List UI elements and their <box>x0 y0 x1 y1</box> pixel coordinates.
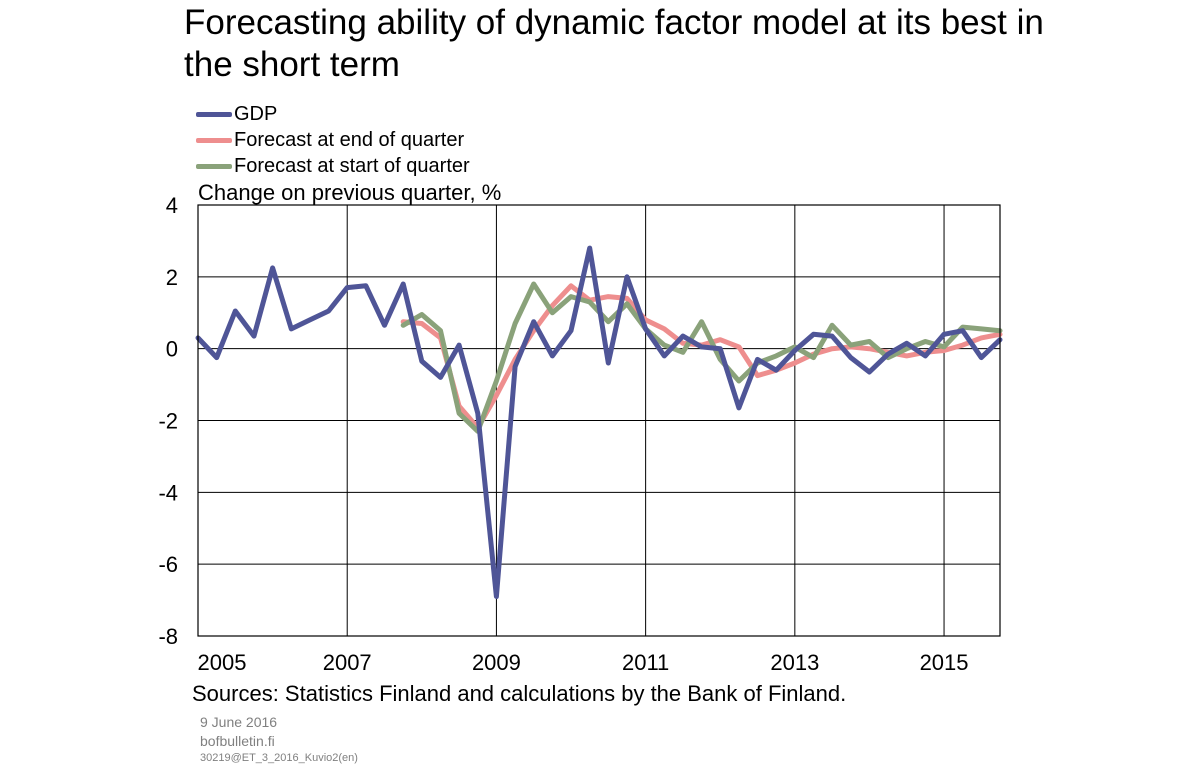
x-tick-label: 2013 <box>770 650 819 675</box>
y-tick-label: -8 <box>158 624 178 649</box>
legend-item-gdp: GDP <box>196 101 470 127</box>
legend-label-forecast-end: Forecast at end of quarter <box>234 128 465 151</box>
legend-swatch-gdp <box>196 111 232 117</box>
publication-date: 9 June 2016 <box>200 714 278 730</box>
x-tick-label: 2007 <box>323 650 372 675</box>
chart-legend: GDP Forecast at end of quarter Forecast … <box>196 101 470 179</box>
y-axis-unit-label: Change on previous quarter, % <box>198 180 502 205</box>
plot-frame <box>197 204 1001 637</box>
chart-title: Forecasting ability of dynamic factor mo… <box>184 3 1044 84</box>
legend-item-forecast-end: Forecast at end of quarter <box>196 127 470 153</box>
legend-label-forecast-start: Forecast at start of quarter <box>234 154 470 177</box>
legend-swatch-forecast-start <box>196 163 232 169</box>
x-tick-label: 2011 <box>622 650 669 675</box>
series-line-2 <box>400 281 1003 434</box>
sources-note: Sources: Statistics Finland and calculat… <box>192 681 847 706</box>
chart-grid <box>198 205 1000 636</box>
x-tick-label: 2009 <box>472 650 521 675</box>
series-lines <box>195 245 1003 599</box>
series-line-0 <box>195 245 1003 599</box>
y-tick-label: -2 <box>158 409 178 434</box>
legend-swatch-forecast-end <box>196 137 232 143</box>
y-tick-label: 2 <box>166 265 178 290</box>
y-tick-label: 0 <box>166 337 178 362</box>
chart-code: 30219@ET_3_2016_Kuvio2(en) <box>200 752 358 764</box>
y-tick-label: -6 <box>158 552 178 577</box>
site-name: bofbulletin.fi <box>200 733 275 749</box>
series-line-1 <box>400 283 1003 431</box>
y-tick-label: -4 <box>158 480 178 505</box>
x-tick-label: 2015 <box>920 650 969 675</box>
legend-item-forecast-start: Forecast at start of quarter <box>196 153 470 179</box>
y-axis-ticks: 4 2 0 -2 -4 -6 -8 <box>158 193 178 649</box>
x-tick-label: 2005 <box>198 650 247 675</box>
y-tick-label: 4 <box>166 193 178 218</box>
x-axis-ticks: 2005 2007 2009 2011 2013 2015 <box>198 650 969 675</box>
legend-label-gdp: GDP <box>234 102 278 125</box>
